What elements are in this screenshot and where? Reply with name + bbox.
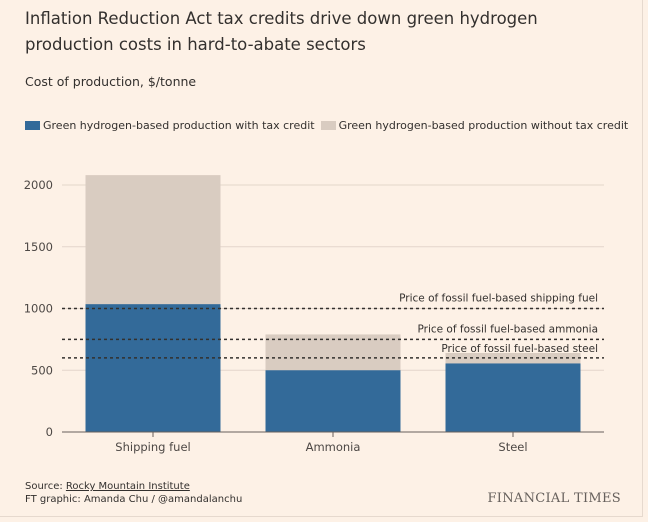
- chart-subtitle: Cost of production, $/tonne: [25, 74, 197, 89]
- legend: Green hydrogen-based production with tax…: [25, 117, 634, 133]
- y-tick-label-500: 500: [31, 363, 53, 377]
- bar-with-credit-ammonia: [265, 370, 401, 432]
- y-tick-label-1500: 1500: [24, 240, 53, 254]
- reference-label-0: Price of fossil fuel-based shipping fuel: [399, 293, 598, 305]
- legend-item-with-credit: Green hydrogen-based production with tax…: [25, 119, 315, 132]
- y-tick-label-2000: 2000: [24, 178, 53, 192]
- source-prefix: Source:: [25, 481, 66, 492]
- x-tick-label-ammonia: Ammonia: [306, 440, 361, 454]
- bar-with-credit-steel: [445, 363, 581, 432]
- source-note: Source: Rocky Mountain Institute FT grap…: [25, 480, 242, 506]
- reference-lines: Price of fossil fuel-based shipping fuel…: [62, 293, 604, 359]
- y-tick-label-1000: 1000: [24, 302, 53, 316]
- x-tick-label-shipping-fuel: Shipping fuel: [115, 440, 190, 454]
- x-tick-label-steel: Steel: [498, 440, 527, 454]
- reference-label-1: Price of fossil fuel-based ammonia: [417, 323, 598, 335]
- legend-swatch-without-credit: [320, 120, 336, 130]
- legend-item-without-credit: Green hydrogen-based production without …: [320, 118, 629, 132]
- reference-label-2: Price of fossil fuel-based steel: [441, 343, 598, 355]
- chart-title: Inflation Reduction Act tax credits driv…: [25, 9, 538, 54]
- legend-label-with-credit: Green hydrogen-based production with tax…: [43, 118, 315, 132]
- y-tick-label-0: 0: [46, 425, 53, 439]
- legend-swatch-with-credit: [25, 120, 40, 130]
- bar-with-credit-shipping-fuel: [85, 304, 221, 432]
- source-link[interactable]: Rocky Mountain Institute: [65, 481, 190, 492]
- legend-label-without-credit: Green hydrogen-based production without …: [338, 118, 629, 132]
- bars: [85, 175, 581, 432]
- ft-logo: FINANCIAL TIMES: [487, 491, 621, 506]
- axes: 0 500 1000 1500 2000 Shipping fuel Ammonia Stee…: [24, 178, 604, 454]
- graphic-credit: FT graphic: Amanda Chu / @amandalanchu: [25, 494, 243, 505]
